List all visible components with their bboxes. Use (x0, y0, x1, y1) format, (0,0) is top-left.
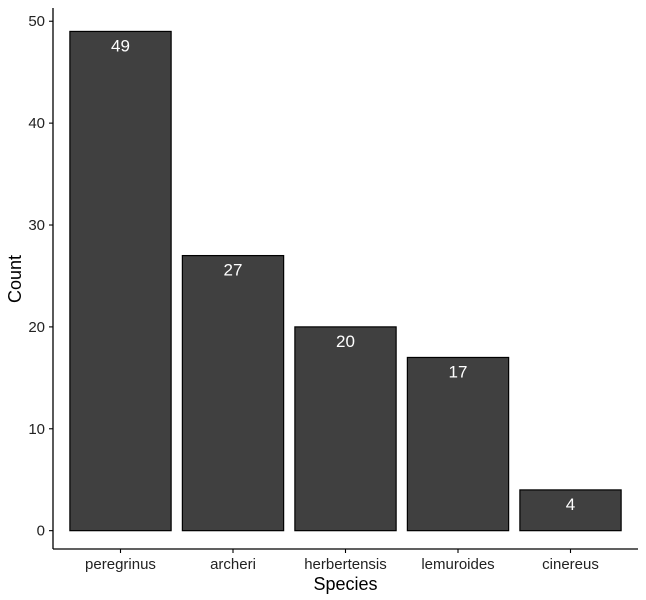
y-tick-label: 30 (28, 217, 45, 234)
x-axis-ticks: peregrinus archeri herbertensis lemuroides c… (85, 549, 599, 573)
x-tick-label: lemuroides (421, 556, 494, 573)
y-tick-label: 10 (28, 421, 45, 438)
bar-value-label: 20 (336, 332, 355, 351)
bar-value-label: 27 (224, 261, 243, 280)
bar-labels-group: 49 27 20 17 4 (111, 36, 575, 513)
bar-value-label: 49 (111, 36, 130, 55)
bar-value-label: 17 (449, 362, 468, 381)
y-tick-label: 50 (28, 13, 45, 30)
y-tick-label: 20 (28, 319, 45, 336)
y-tick-label: 40 (28, 115, 45, 132)
bar-lemuroides (406, 356, 510, 532)
bar-cinereus (519, 489, 622, 532)
x-tick-label: cinereus (542, 556, 599, 573)
bar-value-label: 4 (566, 495, 575, 514)
y-tick-label: 0 (37, 523, 45, 540)
x-tick-label: peregrinus (85, 556, 156, 573)
bars-group (69, 30, 622, 532)
bar-archeri (181, 254, 285, 532)
y-axis-title: Count (5, 255, 25, 303)
y-axis-ticks: 0 10 20 30 40 50 (28, 13, 53, 540)
x-tick-label: herbertensis (304, 556, 387, 573)
x-tick-label: archeri (210, 556, 256, 573)
x-axis-title: Species (313, 574, 377, 594)
bar-peregrinus (69, 30, 172, 532)
bar-herbertensis (294, 326, 397, 532)
